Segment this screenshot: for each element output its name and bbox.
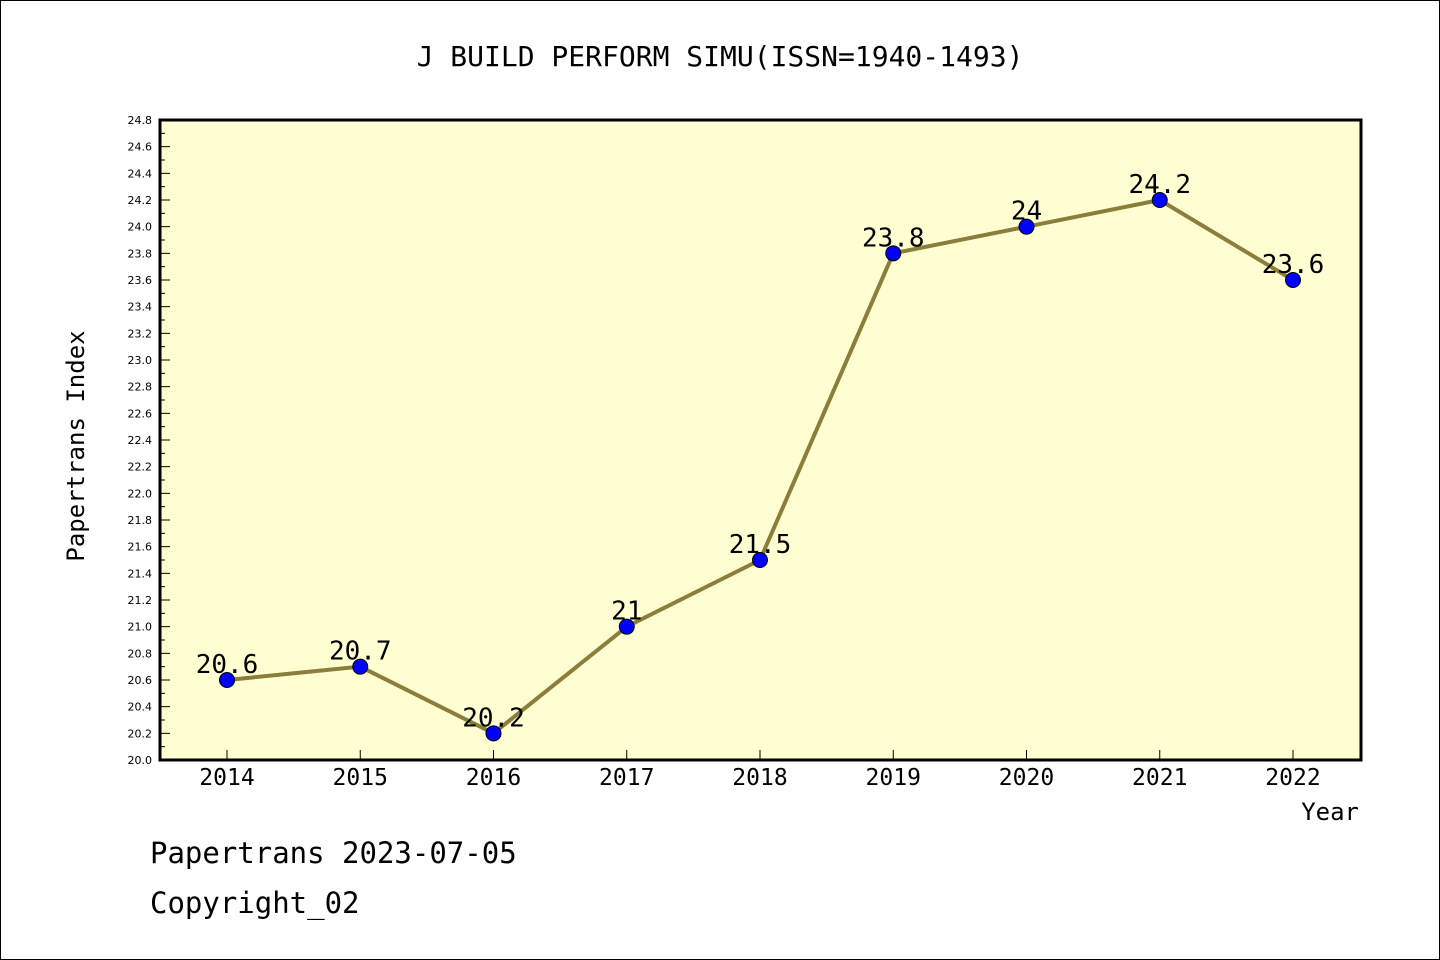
y-tick-label: 24.6 <box>128 141 153 154</box>
y-tick-label: 22.8 <box>128 381 153 394</box>
data-point-marker <box>219 672 235 688</box>
y-tick-label: 24.8 <box>128 114 153 127</box>
data-point-marker <box>885 245 902 262</box>
x-tick-label: 2015 <box>333 765 388 791</box>
y-tick-label: 23.6 <box>128 274 153 287</box>
y-tick-label: 23.0 <box>128 354 153 367</box>
x-tick-label: 2016 <box>466 765 521 791</box>
data-point-marker <box>752 552 768 568</box>
data-point-marker <box>1018 218 1035 235</box>
data-point-marker <box>618 618 635 635</box>
x-tick-label: 2019 <box>866 765 921 791</box>
data-labels: 20.6 20.7 20.2 21 21.5 23.8 24 24.2 23.6 <box>196 170 1325 733</box>
x-tick-label: 2022 <box>1265 765 1320 791</box>
data-point-label: 24.2 <box>1128 170 1191 200</box>
data-markers <box>219 192 1301 742</box>
x-tick-label: 2017 <box>599 765 654 791</box>
data-point-marker <box>1285 272 1301 288</box>
y-tick-label: 21.4 <box>128 567 153 580</box>
plot-area <box>160 120 1361 760</box>
data-point-marker <box>352 658 369 675</box>
y-tick-label: 21.8 <box>128 514 153 527</box>
y-tick-label: 23.4 <box>128 301 153 314</box>
y-tick-label: 23.8 <box>128 247 153 260</box>
y-axis-tick-labels: 20.0 20.2 20.4 20.6 20.8 21.0 21.2 21.4 21.6 21.8… <box>128 114 153 767</box>
y-tick-label: 20.2 <box>128 727 153 740</box>
data-point-label: 20.2 <box>462 703 525 733</box>
data-point-label: 20.6 <box>196 650 259 680</box>
y-tick-label: 21.6 <box>128 541 153 554</box>
data-point-marker <box>1151 192 1168 208</box>
data-point-label: 23.8 <box>862 223 925 253</box>
y-tick-label: 22.6 <box>128 407 153 420</box>
x-tick-label: 2014 <box>199 765 254 791</box>
chart-title: J BUILD PERFORM SIMU(ISSN=1940-1493) <box>417 40 1024 73</box>
data-point-label: 24 <box>1011 197 1042 227</box>
data-point-label: 20.7 <box>329 637 392 667</box>
y-tick-label: 24.0 <box>128 221 153 234</box>
y-tick-label: 21.0 <box>128 621 153 634</box>
y-axis-label: Papertrans Index <box>62 330 90 561</box>
x-axis-label: Year <box>1301 798 1359 826</box>
x-axis-tick-labels: 2014 2015 2016 2017 2018 2019 2020 2021 2022 <box>199 765 1320 791</box>
x-tick-label: 2018 <box>732 765 787 791</box>
x-tick-label: 2021 <box>1132 765 1187 791</box>
y-tick-label: 22.0 <box>128 487 153 500</box>
y-tick-label: 20.4 <box>128 701 153 714</box>
x-axis-ticks <box>226 750 1294 760</box>
y-tick-label: 20.0 <box>128 754 153 767</box>
y-tick-label: 24.2 <box>128 194 153 207</box>
y-tick-label: 22.4 <box>128 434 153 447</box>
y-tick-label: 20.6 <box>128 674 153 687</box>
x-tick-label: 2020 <box>999 765 1054 791</box>
plot-border <box>158 118 1363 762</box>
footer-date-text: Papertrans 2023-07-05 <box>150 836 517 870</box>
data-point-label: 23.6 <box>1262 250 1325 280</box>
y-tick-label: 23.2 <box>128 327 153 340</box>
data-point-label: 21.5 <box>729 530 792 560</box>
data-point-label: 21 <box>611 597 642 627</box>
y-tick-label: 24.4 <box>128 167 153 180</box>
data-point-marker <box>485 725 502 742</box>
y-tick-label: 22.2 <box>128 461 153 474</box>
y-tick-label: 21.2 <box>128 594 153 607</box>
footer-copyright-text: Copyright_02 <box>150 886 360 920</box>
y-tick-label: 20.8 <box>128 647 153 660</box>
